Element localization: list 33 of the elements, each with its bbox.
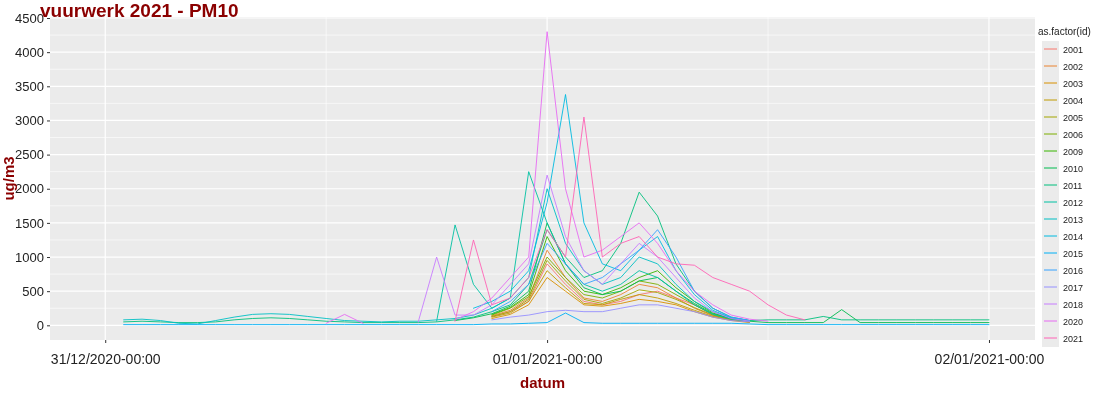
y-tick-label: 3000 (15, 113, 44, 129)
legend-label: 2020 (1063, 316, 1084, 327)
legend-label: 2009 (1063, 146, 1084, 157)
legend-label: 2018 (1063, 299, 1084, 310)
y-tick-label: 2500 (15, 147, 44, 163)
legend-label: 2017 (1063, 282, 1084, 293)
legend-label: 2002 (1063, 61, 1084, 72)
legend-title: as.factor(id) (1038, 26, 1091, 37)
legend-label: 2010 (1063, 163, 1084, 174)
x-tick-label: 01/01/2021-00:00 (492, 351, 603, 368)
legend-label: 2006 (1063, 129, 1084, 140)
y-tick-label: 4000 (15, 44, 44, 60)
y-tick-label: 1500 (15, 215, 44, 231)
legend-label: 2014 (1063, 231, 1084, 242)
x-axis-title: datum (520, 374, 565, 391)
legend-label: 2015 (1063, 248, 1084, 259)
legend-label: 2003 (1063, 78, 1084, 89)
y-tick-label: 2000 (15, 181, 44, 197)
x-tick-label: 02/01/2021-00:00 (934, 351, 1045, 368)
y-axis-title: ug/m3 (0, 156, 17, 201)
y-tick-label: 3500 (15, 78, 44, 94)
x-tick-label: 31/12/2020-00:00 (50, 351, 161, 368)
y-tick-label: 1000 (15, 249, 44, 265)
legend-label: 2013 (1063, 214, 1084, 225)
legend-label: 2001 (1063, 44, 1084, 55)
legend-label: 2011 (1063, 180, 1083, 191)
y-tick-label: 500 (22, 283, 44, 299)
legend-label: 2005 (1063, 112, 1084, 123)
y-tick-label: 0 (36, 317, 44, 333)
legend-label: 2012 (1063, 197, 1084, 208)
legend-label: 2016 (1063, 265, 1084, 276)
legend-label: 2021 (1063, 333, 1084, 344)
legend-label: 2004 (1063, 95, 1084, 106)
